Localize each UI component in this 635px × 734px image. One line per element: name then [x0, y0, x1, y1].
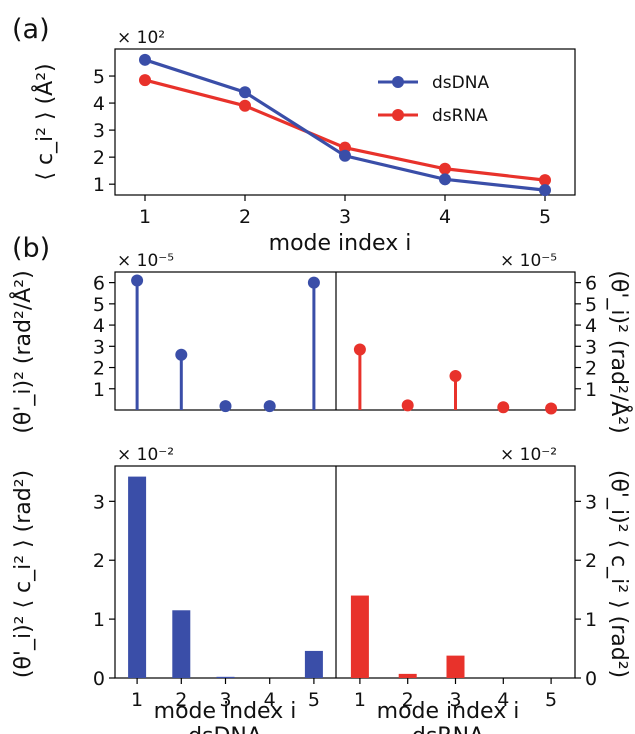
panel-b-top-right-ylabel: (θ'_i)² (rad²/Å²) — [606, 270, 633, 433]
panel-b-dsdna-group-label: dsDNA — [188, 724, 262, 734]
panel-a-xlabel: mode index i — [269, 231, 412, 256]
panel-b-top-left-ytick-label: 5 — [93, 294, 105, 316]
panel-b-top-left-stem-marker — [175, 348, 188, 361]
panel-b-bottom-right-xtick-label: 5 — [545, 689, 557, 711]
panel-b-top-left-stem-marker — [131, 274, 144, 287]
panel-b-bottom-left-xtick-label: 3 — [219, 689, 231, 711]
panel-b-top-right-stem-marker — [449, 370, 462, 383]
panel-b-top-right-multiplier: × 10⁻⁵ — [500, 251, 557, 271]
panel-b-top-right-stem-marker — [497, 401, 510, 414]
panel-b-bottom-left-bar — [128, 476, 147, 678]
panel-b-bottom-right-ytick-label: 0 — [585, 668, 597, 690]
panel-b-top-right-ytick-label: 6 — [585, 273, 597, 295]
panel-a-point-dsdna — [139, 53, 151, 66]
panel-a-point-dsdna — [239, 86, 251, 99]
panel-b-top-right-ytick-label: 4 — [585, 315, 597, 337]
panel-b-bottom-left-ytick-label: 2 — [93, 550, 105, 572]
panel-b-top-right-ytick-label: 2 — [585, 358, 597, 380]
panel-b-top-left-stem-marker — [219, 400, 232, 413]
panel-b-bottom-left-bar — [304, 650, 323, 678]
panel-b-bottom-right-bar — [446, 655, 465, 678]
panel-b-bottom-left-xlabel: mode index i — [154, 699, 297, 724]
panel-b-top-left-multiplier: × 10⁻⁵ — [117, 251, 174, 271]
panel-b-bottom-left-xtick-label: 5 — [308, 689, 320, 711]
panel-b-top-right-stem-marker — [353, 343, 366, 356]
panel-a-legend: dsDNA dsRNA — [378, 73, 489, 126]
panel-a-point-dsdna — [439, 173, 451, 186]
panel-b-bottom-left-bar — [172, 610, 191, 678]
panel-b-bottom-right-xtick-label: 3 — [449, 689, 461, 711]
panel-b-bottom-right-bar — [350, 595, 369, 678]
panel-b-top-left-ytick-label: 6 — [93, 273, 105, 295]
panel-b-bottom-left-multiplier: × 10⁻² — [117, 445, 174, 465]
panel-b-top-right-stem-marker — [545, 402, 558, 415]
panel-a-xtick-label: 1 — [139, 206, 151, 228]
panel-b-bottom-right-xtick-label: 1 — [354, 689, 366, 711]
panel-a-multiplier: × 10² — [117, 28, 165, 48]
legend-dsrna-label: dsRNA — [432, 106, 488, 126]
panel-b-bottom-right-bar — [398, 673, 417, 678]
panel-b-bottom-left-xtick-label: 1 — [131, 689, 143, 711]
panel-b-bottom-left-xtick-label: 2 — [175, 689, 187, 711]
panel-b-top-left-ytick-label: 3 — [93, 336, 105, 358]
panel-a-xtick-label: 5 — [539, 206, 551, 228]
panel-b-bottom-left-ylabel: (θ'_i)² ⟨ c_i² ⟩ (rad²) — [11, 470, 36, 678]
legend-dsrna-marker — [392, 109, 404, 121]
panel-a-line-chart: × 10² mode index i ⟨ c_i² ⟩ (Å²) dsDNA d… — [31, 28, 576, 256]
panel-a-series-line-dsrna — [144, 78, 546, 182]
panel-b-bottom-right-ytick-label: 3 — [585, 491, 597, 513]
panel-b-top-left-stem-marker — [307, 276, 320, 289]
panel-b-bottom-right-xtick-label: 2 — [402, 689, 414, 711]
panel-a-point-dsdna — [539, 184, 551, 197]
panel-a-ytick-label: 1 — [93, 174, 105, 196]
panel-a-point-dsrna — [439, 162, 451, 175]
panel-b-top-right-ytick-label: 1 — [585, 379, 597, 401]
panel-a-xtick-label: 2 — [239, 206, 251, 228]
panel-a-ytick-label: 5 — [93, 66, 105, 88]
panel-a-point-dsrna — [239, 99, 251, 112]
panel-b-top-frame — [114, 271, 576, 411]
panel-a-ytick-label: 3 — [93, 120, 105, 142]
panel-b-top-left-ylabel: (θ'_i)² (rad²/Å²) — [9, 270, 36, 433]
panel-b-top-left-stem-marker — [263, 400, 276, 413]
panel-b-top-right-ytick-label: 5 — [585, 294, 597, 316]
panel-label-b: (b) — [12, 233, 50, 264]
panel-b-dsrna-group-label: dsRNA — [412, 724, 484, 734]
panel-b-top-left-ytick-label: 1 — [93, 379, 105, 401]
panel-label-a: (a) — [12, 14, 50, 45]
panel-a-xtick-label: 3 — [339, 206, 351, 228]
legend-dsdna-marker — [392, 76, 404, 88]
panel-b-top-right-stem-marker — [401, 399, 414, 412]
panel-b-bottom-right-xtick-label: 4 — [497, 689, 509, 711]
panel-a-ylabel: ⟨ c_i² ⟩ (Å²) — [31, 63, 58, 180]
panel-b-top-left-ytick-label: 2 — [93, 358, 105, 380]
panel-b-bottom-right-ylabel: (θ'_i)² ⟨ c_i² ⟩ (rad²) — [606, 470, 631, 678]
panel-a-point-dsrna — [539, 174, 551, 187]
panel-b-bottom-bar-charts: × 10⁻² × 10⁻² (θ'_i)² ⟨ c_i² ⟩ (rad²) (θ… — [11, 445, 631, 734]
panel-b-bottom-left-bar — [216, 676, 235, 678]
panel-b-bottom-left-ytick-label: 1 — [93, 609, 105, 631]
panel-a-point-dsdna — [339, 149, 351, 162]
panel-b-bottom-right-xlabel: mode index i — [377, 699, 520, 724]
panel-b-bottom-left-ytick-label: 3 — [93, 491, 105, 513]
panel-b-bottom-frame — [114, 465, 576, 679]
panel-a-xtick-label: 4 — [439, 206, 451, 228]
panel-b-top-right-ytick-label: 3 — [585, 336, 597, 358]
panel-b-bottom-right-multiplier: × 10⁻² — [500, 445, 557, 465]
panel-b-bottom-right-ytick-label: 1 — [585, 609, 597, 631]
panel-b-bottom-right-ytick-label: 2 — [585, 550, 597, 572]
panel-b-bottom-left-xtick-label: 4 — [264, 689, 276, 711]
legend-dsdna-label: dsDNA — [432, 73, 489, 93]
panel-b-top-left-ytick-label: 4 — [93, 315, 105, 337]
panel-b-top-stem-charts: × 10⁻⁵ × 10⁻⁵ (θ'_i)² (rad²/Å²) (θ'_i)² … — [9, 251, 633, 434]
panel-a-ytick-label: 4 — [93, 93, 105, 115]
panel-a-ytick-label: 2 — [93, 147, 105, 169]
panel-b-bottom-left-ytick-label: 0 — [93, 668, 105, 690]
panel-a-point-dsrna — [139, 74, 151, 87]
